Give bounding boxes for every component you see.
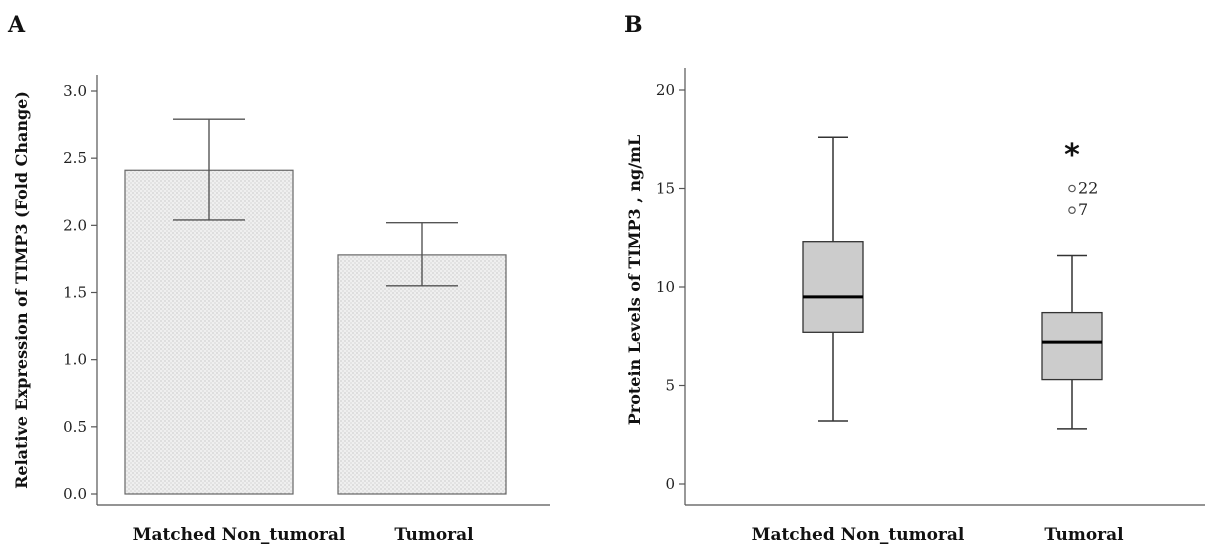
y-tick-label: 20 <box>656 81 675 99</box>
y-tick-label: 1.5 <box>63 284 87 302</box>
box <box>1041 311 1103 381</box>
x-category-label: Matched Non_tumoral <box>752 525 965 545</box>
y-tick-label: 15 <box>656 180 675 198</box>
y-tick-label: 0.0 <box>63 485 87 503</box>
bar <box>124 169 294 495</box>
y-tick-label: 2.5 <box>63 149 87 167</box>
x-category-label: Matched Non_tumoral <box>133 525 346 545</box>
significance-marker: * <box>1064 138 1080 173</box>
x-category-label: Tumoral <box>394 525 474 545</box>
y-tick-label: 2.0 <box>63 216 87 234</box>
box <box>802 241 864 333</box>
outlier-label: 22 <box>1078 179 1098 198</box>
y-tick-label: 10 <box>656 278 675 296</box>
bar-chart-panel: Relative Expression of TIMP3 (Fold Chang… <box>12 75 550 545</box>
outlier-point <box>1068 206 1076 214</box>
x-category-label: Tumoral <box>1044 525 1124 545</box>
outlier-label: 7 <box>1078 200 1088 219</box>
outlier-point <box>1068 184 1076 193</box>
bar <box>337 254 507 495</box>
y-tick-label: 0 <box>665 475 675 493</box>
panel-label-a: A <box>7 12 26 38</box>
panel-label-b: B <box>624 12 643 38</box>
y-tick-label: 0.5 <box>63 418 87 436</box>
box-plot-panel: Protein Levels of TIMP3 , ng/mL 0 5 10 15 20… <box>625 68 1205 545</box>
y-tick-label: 1.0 <box>63 351 87 369</box>
y-tick-label: 3.0 <box>63 82 87 100</box>
y-tick-label: 5 <box>665 377 675 395</box>
y-axis-title: Protein Levels of TIMP3 , ng/mL <box>625 135 644 426</box>
y-axis-title: Relative Expression of TIMP3 (Fold Chang… <box>12 91 31 489</box>
